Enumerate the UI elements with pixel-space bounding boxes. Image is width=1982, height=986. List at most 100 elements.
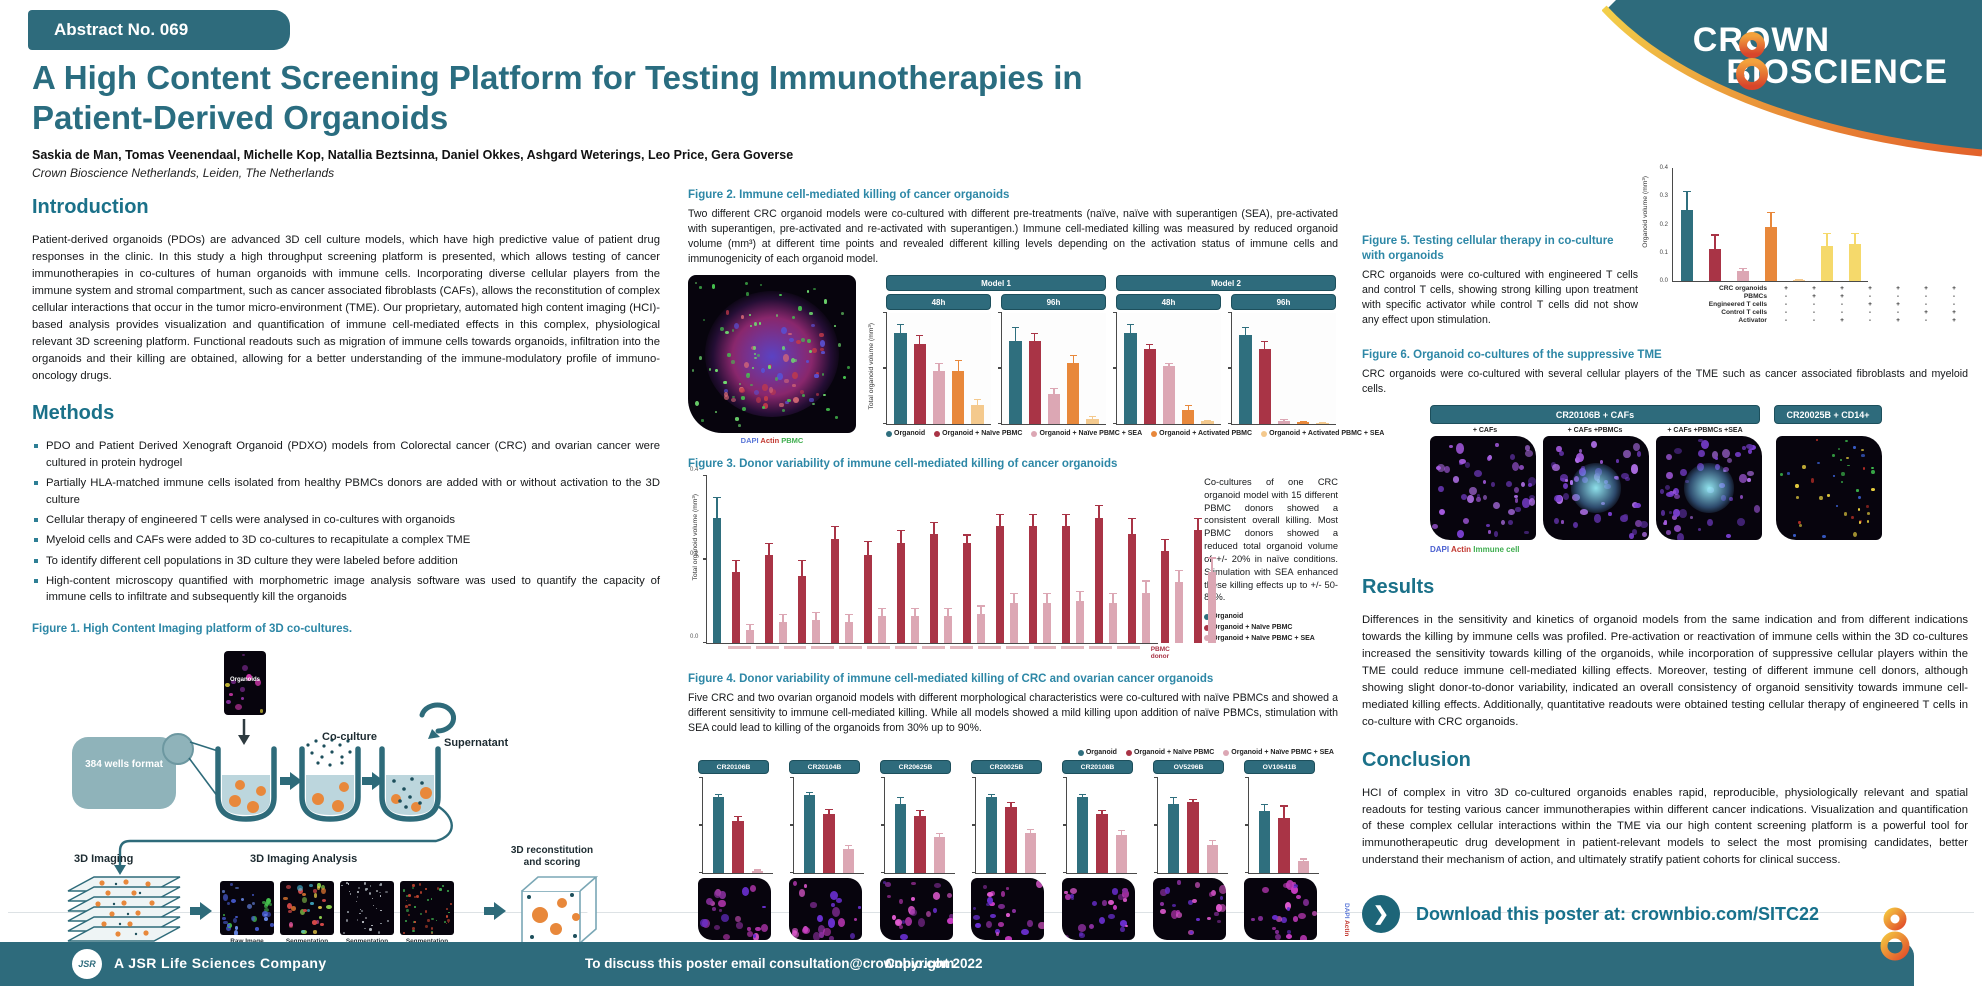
bar-fill [1708,248,1722,281]
bar [763,476,775,643]
matrix-cell: - [1896,293,1900,300]
fluorescence-dot [799,389,804,394]
fluorescence-dot [1091,900,1097,906]
y-tick-label: 0.0 [690,634,699,640]
fluorescence-dot [1871,488,1876,492]
figure2-image-block: DAPI Actin PBMC [688,275,856,445]
matrix-cell: - [1896,309,1900,316]
bar [1166,778,1181,874]
fluorescence-dot [1500,519,1505,526]
fluorescence-dot [884,882,891,887]
error-bar [1170,797,1178,805]
fluorescence-dot [1601,501,1606,505]
fluorescence-dot [811,402,815,406]
segmentation-tumoroids-image [280,880,334,935]
fluorescence-dot [379,895,382,897]
fluorescence-dot [321,898,326,902]
supernatant-label: Supernatant [444,736,509,749]
bar [1159,476,1171,643]
legend-swatch-icon [1204,614,1211,621]
bar-fill [1061,526,1071,643]
bar-panel [972,776,1046,875]
y-tick [703,474,707,476]
fluorescence-dot [361,910,363,912]
matrix-cell: - [1812,301,1816,308]
fluorescence-dot [1485,523,1490,527]
fluorescence-dot [1217,920,1221,924]
error-cap [916,810,924,812]
fluorescence-dot [445,908,448,911]
fluorescence-dot [719,327,724,332]
bar [1734,168,1752,281]
download-link[interactable]: ❯ Download this poster at: crownbio.com/… [1362,895,1968,934]
fluorescence-dot [1524,444,1531,451]
fluorescence-dot [425,925,428,929]
error-bar [1079,794,1087,798]
fluorescence-dot [815,392,820,396]
error-cap [713,496,721,499]
bar-fill [1086,418,1099,425]
fluorescence-dot [447,922,450,924]
y-tick [972,776,976,779]
error-cap [977,605,985,607]
y-tick [1154,824,1158,826]
error-bar [897,324,905,333]
conclusion-body: HCI of complex in vitro 3D co-cultured o… [1362,786,1968,867]
fluorescence-dot [1271,914,1279,920]
figure6-speckles-4 [1776,436,1882,540]
error-cap [1261,340,1269,343]
figure4-legend: Organoid Organoid + Naïve PBMC Organoid + … [1077,749,1334,756]
fluorescence-dot [985,920,992,928]
bar-fill [986,797,998,874]
legend-item: Organoid + Naïve PBMC + SEA [1031,430,1142,437]
error-cap [1299,858,1307,860]
fluorescence-dot [1701,439,1710,450]
footer-company: A JSR Life Sciences Company [114,955,327,971]
fluorescence-dot [721,914,729,922]
fluorescence-dot [319,915,323,920]
y-tick-label: 0.2 [1659,221,1668,228]
figure3-plot: 0.4 0.2 0.0 [690,467,1217,644]
method-bullet: Partially HLA-matched immune cells isola… [32,475,660,508]
error-cap [973,399,981,401]
fluorescence-dot [801,338,805,342]
footer-contact-email[interactable]: To discuss this poster email consultatio… [585,956,955,971]
fluorescence-dot [1219,903,1226,912]
figure4-model-panel: CR20108B [1052,760,1137,941]
bar-panel [1245,776,1319,875]
bar [1180,313,1197,425]
fluorescence-dot [356,895,359,898]
bar [711,476,723,643]
fluorescence-dot [1176,912,1183,918]
fluorescence-dot [731,329,734,333]
error-bar [1012,326,1020,341]
error-cap [897,530,905,532]
fluorescence-dot [1120,926,1125,933]
y-tick [881,871,885,874]
bar [1185,778,1200,874]
figure4-organoid-image [1153,878,1226,941]
fluorescence-dot [287,909,293,914]
fluorescence-dot [744,362,750,369]
fluorescence-dot [735,915,742,923]
brand-logo-line2: BIOSCIENCE [1726,53,1948,92]
fluorescence-dot [356,919,359,922]
y-tick [699,824,703,826]
bar [750,778,765,874]
fluorescence-dot [762,905,766,909]
fluorescence-dot [1677,533,1685,540]
error-cap [1711,234,1719,236]
matrix-cell: + [1868,285,1872,292]
fluorescence-dot [1698,449,1705,458]
fluorescence-dot [1720,495,1726,501]
fluorescence-dot [228,692,234,696]
y-tick [1113,422,1117,425]
error-cap [1043,592,1051,595]
figure6-sub3: + CAFs +PBMCs +SEA [1667,427,1743,434]
fluorescence-dot [431,931,434,934]
bar [1762,168,1780,281]
fluorescence-dot [810,323,816,328]
fluorescence-dot [998,903,1006,910]
fluorescence-dot [246,903,253,910]
fluorescence-dot [809,397,814,403]
